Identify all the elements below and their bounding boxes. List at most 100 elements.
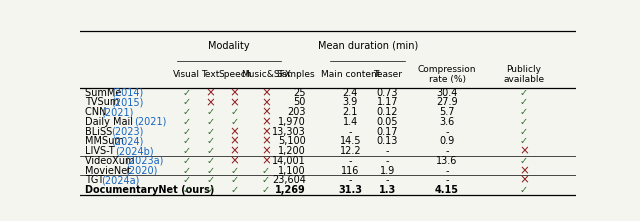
Text: Modality: Modality (208, 41, 250, 51)
Text: ✓: ✓ (206, 117, 214, 127)
Text: ✓: ✓ (262, 175, 270, 185)
Text: ✓: ✓ (182, 175, 191, 185)
Text: 2.1: 2.1 (342, 107, 358, 117)
Text: TVSum: TVSum (85, 97, 122, 107)
Text: LIVS-T: LIVS-T (85, 146, 116, 156)
Text: 5,100: 5,100 (278, 136, 306, 146)
Text: 1.9: 1.9 (380, 166, 395, 176)
Text: -: - (386, 156, 389, 166)
Text: 13.6: 13.6 (436, 156, 458, 166)
Text: -: - (445, 166, 449, 176)
Text: ✓: ✓ (206, 107, 214, 117)
Text: ×: × (230, 145, 240, 158)
Text: -: - (445, 175, 449, 185)
Text: ✓: ✓ (230, 185, 239, 195)
Text: ✓: ✓ (520, 117, 528, 127)
Text: Music&SFX: Music&SFX (241, 70, 291, 79)
Text: 14.5: 14.5 (340, 136, 361, 146)
Text: ✓: ✓ (230, 175, 239, 185)
Text: ✓: ✓ (206, 175, 214, 185)
Text: ✓: ✓ (206, 156, 214, 166)
Text: ×: × (261, 125, 271, 138)
Text: -: - (349, 127, 352, 137)
Text: 25: 25 (293, 88, 306, 98)
Text: -: - (349, 175, 352, 185)
Text: VideoXum: VideoXum (85, 156, 136, 166)
Text: 2.4: 2.4 (342, 88, 358, 98)
Text: ✓: ✓ (206, 136, 214, 146)
Text: ✓: ✓ (206, 127, 214, 137)
Text: Main content: Main content (321, 70, 380, 79)
Text: ×: × (261, 106, 271, 119)
Text: 203: 203 (287, 107, 306, 117)
Text: (2024a): (2024a) (102, 175, 140, 185)
Text: BLiSS: BLiSS (85, 127, 114, 137)
Text: ×: × (519, 174, 529, 187)
Text: 1,970: 1,970 (278, 117, 306, 127)
Text: (2021): (2021) (102, 107, 134, 117)
Text: ×: × (230, 135, 240, 148)
Text: ✓: ✓ (182, 185, 191, 195)
Text: ✓: ✓ (520, 136, 528, 146)
Text: ✓: ✓ (182, 107, 191, 117)
Text: (2015): (2015) (111, 97, 143, 107)
Text: 1.3: 1.3 (379, 185, 396, 195)
Text: 13,303: 13,303 (272, 127, 306, 137)
Text: (2020): (2020) (125, 166, 157, 176)
Text: ✓: ✓ (182, 156, 191, 166)
Text: ✓: ✓ (520, 127, 528, 137)
Text: 3.9: 3.9 (342, 97, 358, 107)
Text: MMSum: MMSum (85, 136, 126, 146)
Text: ✓: ✓ (230, 107, 239, 117)
Text: Samples: Samples (276, 70, 315, 79)
Text: ✓: ✓ (182, 97, 191, 107)
Text: Speech: Speech (218, 70, 252, 79)
Text: ×: × (230, 86, 240, 99)
Text: ✓: ✓ (182, 117, 191, 127)
Text: Publicly
available: Publicly available (503, 65, 545, 84)
Text: ✓: ✓ (182, 88, 191, 98)
Text: -: - (386, 175, 389, 185)
Text: -: - (445, 146, 449, 156)
Text: -: - (349, 156, 352, 166)
Text: ×: × (261, 154, 271, 167)
Text: 27.9: 27.9 (436, 97, 458, 107)
Text: ×: × (205, 86, 216, 99)
Text: 14,001: 14,001 (272, 156, 306, 166)
Text: Visual: Visual (173, 70, 200, 79)
Text: ✓: ✓ (520, 107, 528, 117)
Text: ✓: ✓ (520, 88, 528, 98)
Text: CNN: CNN (85, 107, 108, 117)
Text: ✓: ✓ (262, 185, 270, 195)
Text: ✓: ✓ (520, 156, 528, 166)
Text: ×: × (519, 164, 529, 177)
Text: DocumentaryNet (ours): DocumentaryNet (ours) (85, 185, 214, 195)
Text: ×: × (261, 96, 271, 109)
Text: SumMe: SumMe (85, 88, 124, 98)
Text: ✓: ✓ (520, 97, 528, 107)
Text: 0.17: 0.17 (377, 127, 398, 137)
Text: ✓: ✓ (182, 146, 191, 156)
Text: 0.12: 0.12 (377, 107, 398, 117)
Text: 0.05: 0.05 (377, 117, 398, 127)
Text: Mean duration (min): Mean duration (min) (317, 41, 418, 51)
Text: 3.6: 3.6 (440, 117, 454, 127)
Text: Daily Mail: Daily Mail (85, 117, 135, 127)
Text: 0.13: 0.13 (377, 136, 398, 146)
Text: TGT: TGT (85, 175, 106, 185)
Text: ✓: ✓ (182, 166, 191, 176)
Text: ✓: ✓ (230, 117, 239, 127)
Text: ✓: ✓ (206, 185, 214, 195)
Text: MovieNet: MovieNet (85, 166, 133, 176)
Text: ✓: ✓ (182, 127, 191, 137)
Text: Text: Text (201, 70, 220, 79)
Text: 1.4: 1.4 (342, 117, 358, 127)
Text: 5.7: 5.7 (439, 107, 455, 117)
Text: 12.2: 12.2 (339, 146, 361, 156)
Text: -: - (386, 146, 389, 156)
Text: 31.3: 31.3 (339, 185, 362, 195)
Text: ×: × (261, 135, 271, 148)
Text: ✓: ✓ (520, 185, 528, 195)
Text: (2021): (2021) (134, 117, 166, 127)
Text: (2024b): (2024b) (115, 146, 154, 156)
